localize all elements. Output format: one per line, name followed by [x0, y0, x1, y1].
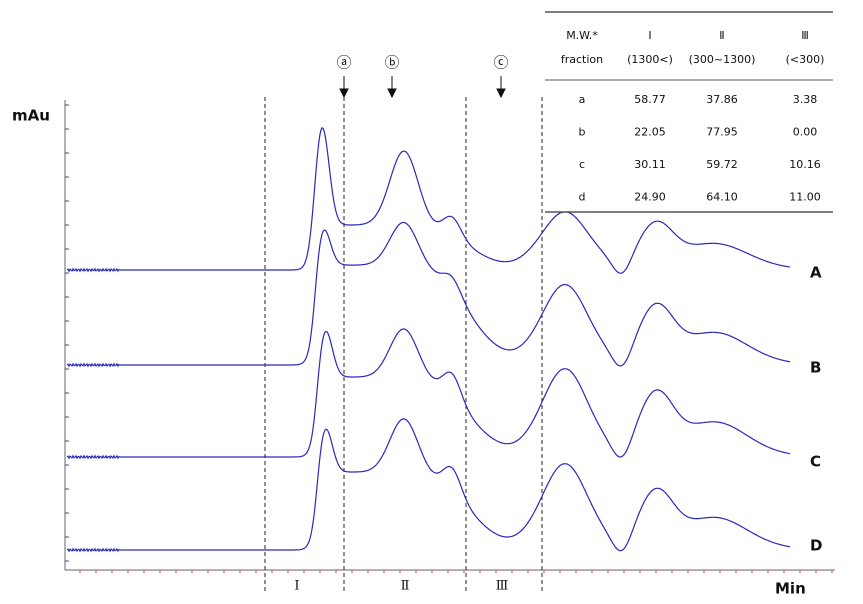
table-cell: 11.00	[789, 191, 821, 204]
table-cell: d	[579, 191, 586, 204]
table-header: Ⅰ	[648, 29, 651, 42]
trace-label: A	[810, 264, 822, 282]
trace-label: D	[810, 537, 822, 555]
table-bg	[545, 12, 833, 212]
table-cell: 58.77	[634, 93, 666, 106]
trace	[66, 418, 791, 553]
table-cell: b	[579, 126, 586, 139]
table-cell: 10.16	[789, 158, 821, 171]
x-axis-label: Min	[775, 580, 806, 598]
table-cell: 0.00	[793, 126, 818, 139]
marker: ⓒ	[493, 54, 508, 72]
table-header: (<300)	[786, 53, 825, 66]
table-header: (300~1300)	[689, 53, 756, 66]
trace-label: C	[810, 453, 821, 471]
table-cell: 59.72	[706, 158, 738, 171]
table-cell: 24.90	[634, 191, 666, 204]
trace	[66, 127, 791, 274]
arrows	[339, 76, 506, 99]
table-cell: a	[579, 93, 586, 106]
table-cell: 64.10	[706, 191, 738, 204]
marker: ⓐ	[336, 54, 351, 72]
table-header: Ⅲ	[801, 29, 809, 42]
table-cell: 37.86	[706, 93, 738, 106]
table-cell: 77.95	[706, 126, 738, 139]
table-cell: 3.38	[793, 93, 818, 106]
table-header: (1300<)	[627, 53, 673, 66]
table-cell: 22.05	[634, 126, 666, 139]
y-axis-label: mAu	[12, 107, 50, 125]
table-cell: c	[579, 158, 585, 171]
table-header: fraction	[561, 53, 603, 66]
region-label: Ⅱ	[401, 579, 410, 594]
trace	[66, 328, 791, 460]
table-header: M.W.*	[566, 29, 598, 42]
trace	[66, 221, 791, 368]
table: M.W.* fraction Ⅰ (1300<) Ⅱ (300~1300) Ⅲ (<300) a…	[561, 29, 825, 204]
marker: ⓑ	[384, 54, 399, 72]
table-header: Ⅱ	[719, 29, 724, 42]
table-cell: 30.11	[634, 158, 666, 171]
region-label: Ⅰ	[294, 579, 299, 594]
trace-label: B	[810, 359, 821, 377]
region-label: Ⅲ	[496, 579, 509, 594]
